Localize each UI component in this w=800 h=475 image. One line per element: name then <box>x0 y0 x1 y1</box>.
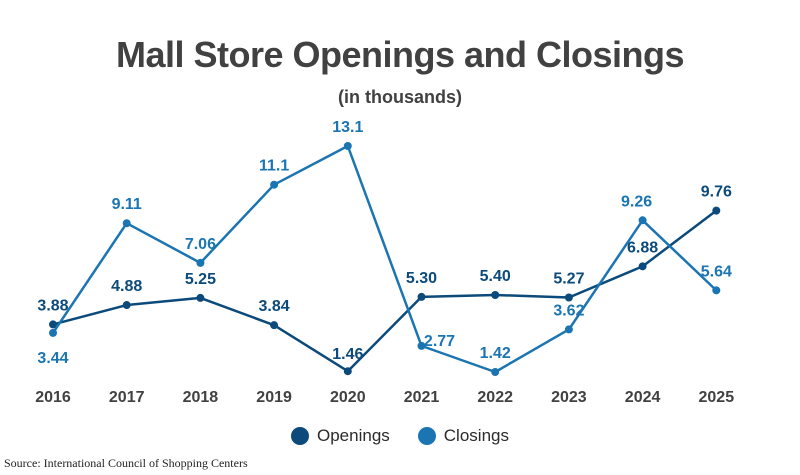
legend-item-openings: Openings <box>291 426 390 446</box>
point-closings-2024 <box>638 216 647 225</box>
x-tick-label-2018: 2018 <box>183 389 219 406</box>
legend-marker-openings <box>291 427 309 445</box>
legend-marker-closings <box>417 427 436 445</box>
x-tick-label-2020: 2020 <box>330 389 366 406</box>
series-line-openings <box>52 209 718 373</box>
data-label-openings-2019: 3.84 <box>259 298 290 315</box>
data-label-openings-2022: 5.40 <box>480 268 511 285</box>
series-line-closings <box>51 144 718 374</box>
data-label-openings-2020: 1.46 <box>332 346 363 363</box>
data-label-closings-2021: 2.77 <box>424 333 455 350</box>
legend-label-closings: Closings <box>443 426 509 445</box>
x-tick-label-2024: 2024 <box>625 389 661 406</box>
x-tick-label-2021: 2021 <box>404 389 440 406</box>
x-tick-label-2025: 2025 <box>699 389 735 406</box>
legend-label-openings: Openings <box>317 426 390 445</box>
point-openings-2021 <box>417 292 426 301</box>
point-closings-2020 <box>343 142 352 150</box>
x-tick-label-2016: 2016 <box>35 389 71 406</box>
point-openings-2025 <box>712 206 721 215</box>
point-openings-2022 <box>491 290 500 299</box>
chart-subtitle: (in thousands) <box>338 87 462 107</box>
data-label-closings-2022: 1.42 <box>480 345 511 362</box>
point-closings-2022 <box>491 368 500 376</box>
data-label-closings-2020: 13.1 <box>332 119 363 136</box>
point-closings-2025 <box>712 286 721 295</box>
data-label-closings-2018: 7.06 <box>185 236 216 253</box>
data-label-closings-2023: 3.62 <box>553 302 584 319</box>
point-closings-2021 <box>417 341 426 350</box>
data-label-openings-2023: 5.27 <box>553 271 584 288</box>
x-tick-label-2019: 2019 <box>256 389 292 406</box>
point-openings-2019 <box>270 321 279 330</box>
x-tick-label-2023: 2023 <box>551 389 587 406</box>
point-openings-2023 <box>564 293 573 302</box>
legend-item-closings: Closings <box>417 426 509 446</box>
data-label-closings-2019: 11.1 <box>259 158 289 175</box>
chart-legend: Openings Closings <box>0 426 800 446</box>
x-tick-label-2022: 2022 <box>477 389 513 406</box>
data-label-openings-2025: 9.76 <box>701 184 732 201</box>
chart-title: Mall Store Openings and Closings <box>115 34 685 75</box>
data-label-closings-2016: 3.44 <box>37 350 68 367</box>
data-label-openings-2018: 5.25 <box>185 271 216 288</box>
point-closings-2018 <box>196 258 205 267</box>
point-openings-2016 <box>49 320 57 329</box>
data-label-openings-2016: 3.88 <box>37 297 68 314</box>
point-closings-2016 <box>49 328 57 337</box>
data-label-openings-2017: 4.88 <box>111 278 142 295</box>
data-label-closings-2024: 9.26 <box>621 193 652 210</box>
point-closings-2023 <box>564 325 573 334</box>
source-note: Source: International Council of Shoppin… <box>4 456 248 470</box>
data-label-closings-2025: 5.64 <box>701 263 732 280</box>
point-closings-2017 <box>122 219 131 228</box>
point-closings-2019 <box>270 180 279 189</box>
point-openings-2020 <box>343 367 352 376</box>
point-openings-2017 <box>122 301 131 310</box>
data-label-openings-2021: 5.30 <box>406 270 437 287</box>
data-label-openings-2024: 6.88 <box>627 239 658 256</box>
point-openings-2018 <box>196 293 205 302</box>
data-label-closings-2017: 9.11 <box>112 196 142 213</box>
point-openings-2024 <box>638 262 647 271</box>
x-tick-label-2017: 2017 <box>109 389 145 406</box>
